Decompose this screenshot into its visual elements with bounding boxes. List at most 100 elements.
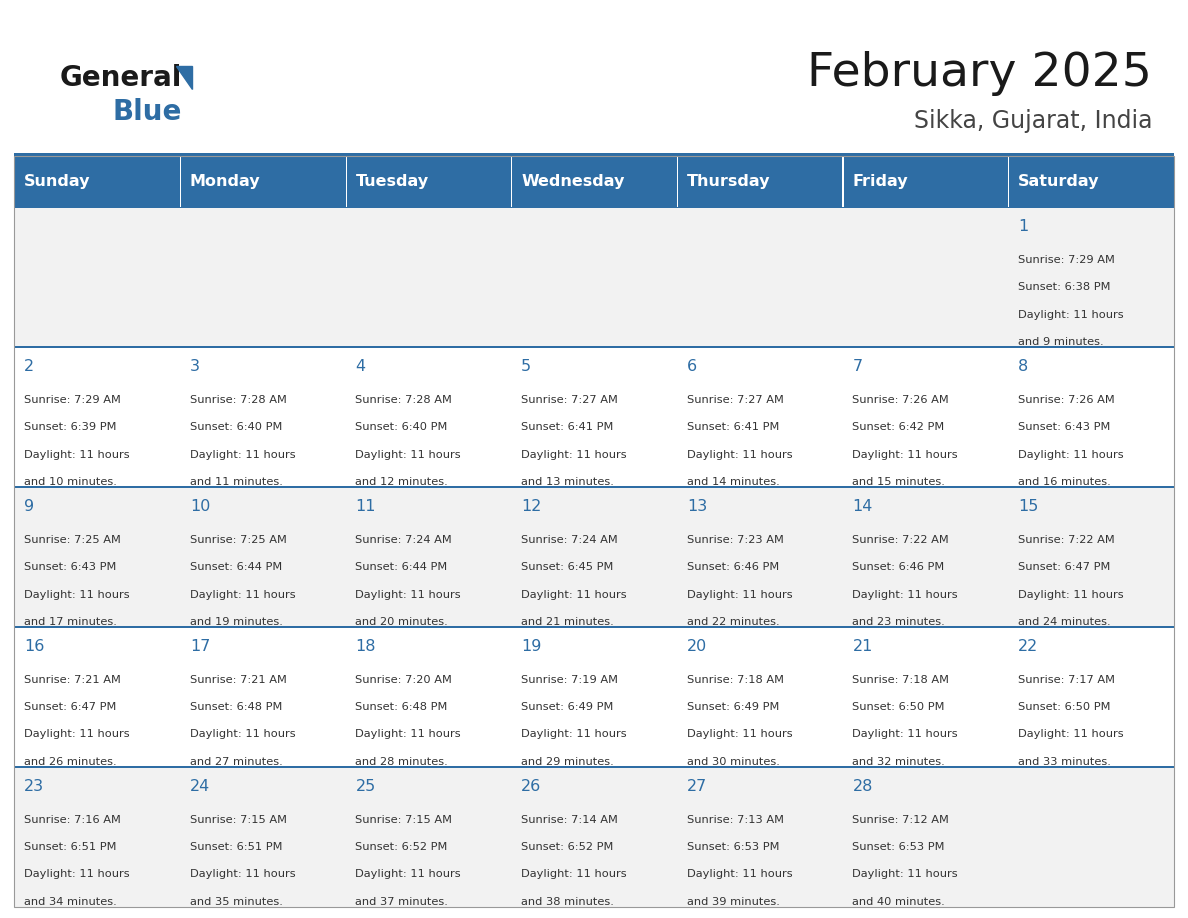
Text: Sunset: 6:52 PM: Sunset: 6:52 PM — [522, 842, 613, 852]
Text: Sunset: 6:50 PM: Sunset: 6:50 PM — [1018, 702, 1111, 712]
Text: Daylight: 11 hours: Daylight: 11 hours — [522, 730, 627, 740]
Bar — [14, 207, 179, 347]
Bar — [14, 207, 1174, 208]
Text: Daylight: 11 hours: Daylight: 11 hours — [355, 589, 461, 599]
Bar — [842, 347, 1009, 487]
Bar — [511, 156, 512, 207]
Bar — [14, 347, 179, 487]
Text: 9: 9 — [24, 499, 34, 514]
Text: Sunset: 6:53 PM: Sunset: 6:53 PM — [687, 842, 779, 852]
Bar — [14, 156, 179, 207]
Text: Sunrise: 7:16 AM: Sunrise: 7:16 AM — [24, 815, 121, 824]
Text: and 29 minutes.: and 29 minutes. — [522, 756, 614, 767]
Text: Sunrise: 7:29 AM: Sunrise: 7:29 AM — [24, 395, 121, 405]
Bar — [14, 346, 1174, 348]
Text: Sunset: 6:38 PM: Sunset: 6:38 PM — [1018, 283, 1111, 293]
Bar — [346, 627, 511, 767]
Text: February 2025: February 2025 — [808, 50, 1152, 96]
Text: Daylight: 11 hours: Daylight: 11 hours — [355, 450, 461, 460]
Bar — [1009, 156, 1010, 207]
Text: Tuesday: Tuesday — [355, 174, 429, 189]
Bar — [14, 626, 1174, 628]
Text: Sunset: 6:39 PM: Sunset: 6:39 PM — [24, 422, 116, 432]
Text: Sunrise: 7:28 AM: Sunrise: 7:28 AM — [355, 395, 453, 405]
Bar — [14, 487, 1174, 488]
Text: Sunset: 6:47 PM: Sunset: 6:47 PM — [1018, 563, 1111, 572]
Text: 26: 26 — [522, 779, 542, 794]
Text: and 14 minutes.: and 14 minutes. — [687, 477, 779, 487]
Text: and 33 minutes.: and 33 minutes. — [1018, 756, 1111, 767]
Text: 25: 25 — [355, 779, 375, 794]
Text: Daylight: 11 hours: Daylight: 11 hours — [24, 589, 129, 599]
Text: Sunrise: 7:15 AM: Sunrise: 7:15 AM — [355, 815, 453, 824]
Bar — [14, 626, 1174, 628]
Text: 1: 1 — [1018, 219, 1029, 234]
Bar — [14, 346, 1174, 348]
Bar — [14, 346, 1174, 348]
Text: Sunrise: 7:27 AM: Sunrise: 7:27 AM — [522, 395, 618, 405]
Bar — [14, 767, 1174, 768]
Text: Sunset: 6:40 PM: Sunset: 6:40 PM — [355, 422, 448, 432]
Bar — [14, 487, 1174, 488]
Text: Blue: Blue — [113, 98, 182, 126]
Text: and 13 minutes.: and 13 minutes. — [522, 477, 614, 487]
Text: Sunset: 6:46 PM: Sunset: 6:46 PM — [687, 563, 779, 572]
Text: Daylight: 11 hours: Daylight: 11 hours — [1018, 450, 1124, 460]
Bar — [179, 156, 346, 207]
Text: Sunset: 6:52 PM: Sunset: 6:52 PM — [355, 842, 448, 852]
Bar — [511, 487, 677, 627]
Bar — [677, 156, 678, 207]
Text: Sunset: 6:44 PM: Sunset: 6:44 PM — [190, 563, 282, 572]
Text: Sunset: 6:48 PM: Sunset: 6:48 PM — [190, 702, 283, 712]
Text: 14: 14 — [853, 499, 873, 514]
Bar — [677, 156, 842, 207]
Text: Sunrise: 7:17 AM: Sunrise: 7:17 AM — [1018, 675, 1116, 685]
Bar — [14, 767, 1174, 768]
Bar — [14, 767, 1174, 768]
Text: 19: 19 — [522, 639, 542, 655]
Text: Sikka, Gujarat, India: Sikka, Gujarat, India — [914, 109, 1152, 133]
Text: 16: 16 — [24, 639, 45, 655]
Bar — [346, 156, 511, 207]
Bar — [14, 767, 1174, 768]
Text: Sunrise: 7:26 AM: Sunrise: 7:26 AM — [1018, 395, 1114, 405]
Text: 8: 8 — [1018, 359, 1029, 375]
Bar — [14, 487, 1174, 488]
Bar — [14, 156, 1174, 907]
Text: and 20 minutes.: and 20 minutes. — [355, 617, 448, 627]
Bar — [842, 627, 1009, 767]
Text: 20: 20 — [687, 639, 707, 655]
Bar — [1009, 487, 1174, 627]
Bar — [677, 207, 842, 347]
Text: 10: 10 — [190, 499, 210, 514]
Text: Sunrise: 7:21 AM: Sunrise: 7:21 AM — [190, 675, 286, 685]
Text: Sunset: 6:41 PM: Sunset: 6:41 PM — [522, 422, 613, 432]
Bar — [511, 347, 677, 487]
Bar — [1009, 627, 1174, 767]
Bar — [179, 156, 181, 207]
Text: Sunrise: 7:18 AM: Sunrise: 7:18 AM — [687, 675, 784, 685]
Bar — [179, 347, 346, 487]
Bar — [14, 626, 1174, 628]
Text: and 30 minutes.: and 30 minutes. — [687, 756, 779, 767]
Bar — [14, 626, 1174, 628]
Text: 13: 13 — [687, 499, 707, 514]
Text: Friday: Friday — [853, 174, 908, 189]
Text: 15: 15 — [1018, 499, 1038, 514]
Polygon shape — [176, 66, 192, 89]
Text: Daylight: 11 hours: Daylight: 11 hours — [355, 730, 461, 740]
Bar — [511, 207, 677, 347]
Text: and 27 minutes.: and 27 minutes. — [190, 756, 283, 767]
Text: 18: 18 — [355, 639, 375, 655]
Text: and 15 minutes.: and 15 minutes. — [853, 477, 946, 487]
Text: 4: 4 — [355, 359, 366, 375]
Text: and 22 minutes.: and 22 minutes. — [687, 617, 779, 627]
Text: General: General — [59, 64, 182, 92]
Text: Sunset: 6:51 PM: Sunset: 6:51 PM — [24, 842, 116, 852]
Text: Sunrise: 7:22 AM: Sunrise: 7:22 AM — [1018, 535, 1114, 545]
Bar — [14, 767, 1174, 768]
Text: Daylight: 11 hours: Daylight: 11 hours — [24, 869, 129, 879]
Text: Sunset: 6:43 PM: Sunset: 6:43 PM — [1018, 422, 1111, 432]
Text: Daylight: 11 hours: Daylight: 11 hours — [853, 589, 958, 599]
Text: and 35 minutes.: and 35 minutes. — [190, 897, 283, 907]
